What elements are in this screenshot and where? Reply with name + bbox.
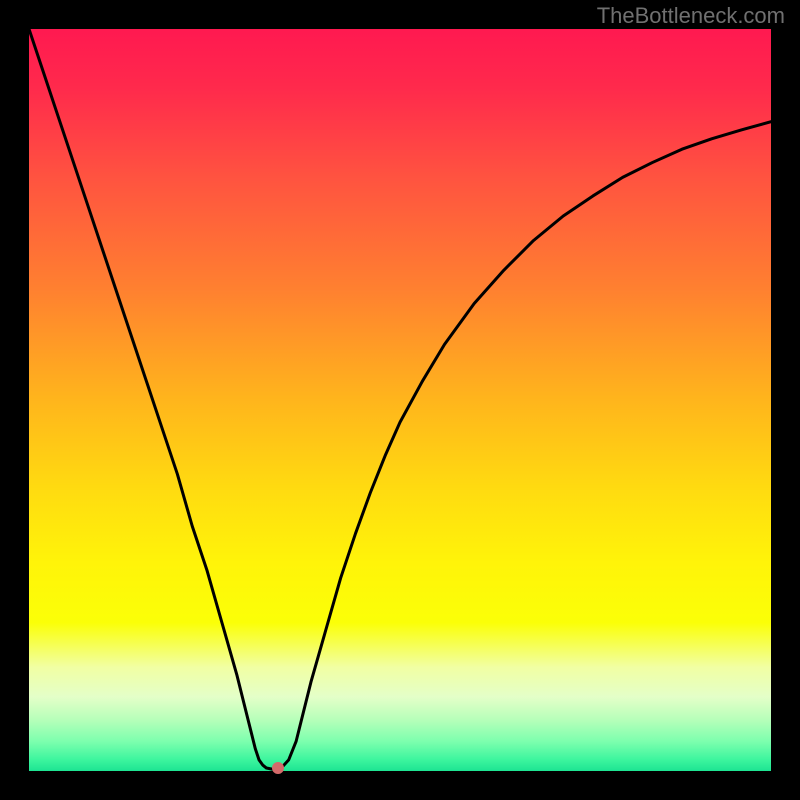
optimal-point-marker	[272, 762, 284, 774]
chart-container: TheBottleneck.com	[0, 0, 800, 800]
plot-area	[29, 29, 771, 771]
watermark-text: TheBottleneck.com	[597, 3, 785, 29]
gradient-background	[29, 29, 771, 771]
